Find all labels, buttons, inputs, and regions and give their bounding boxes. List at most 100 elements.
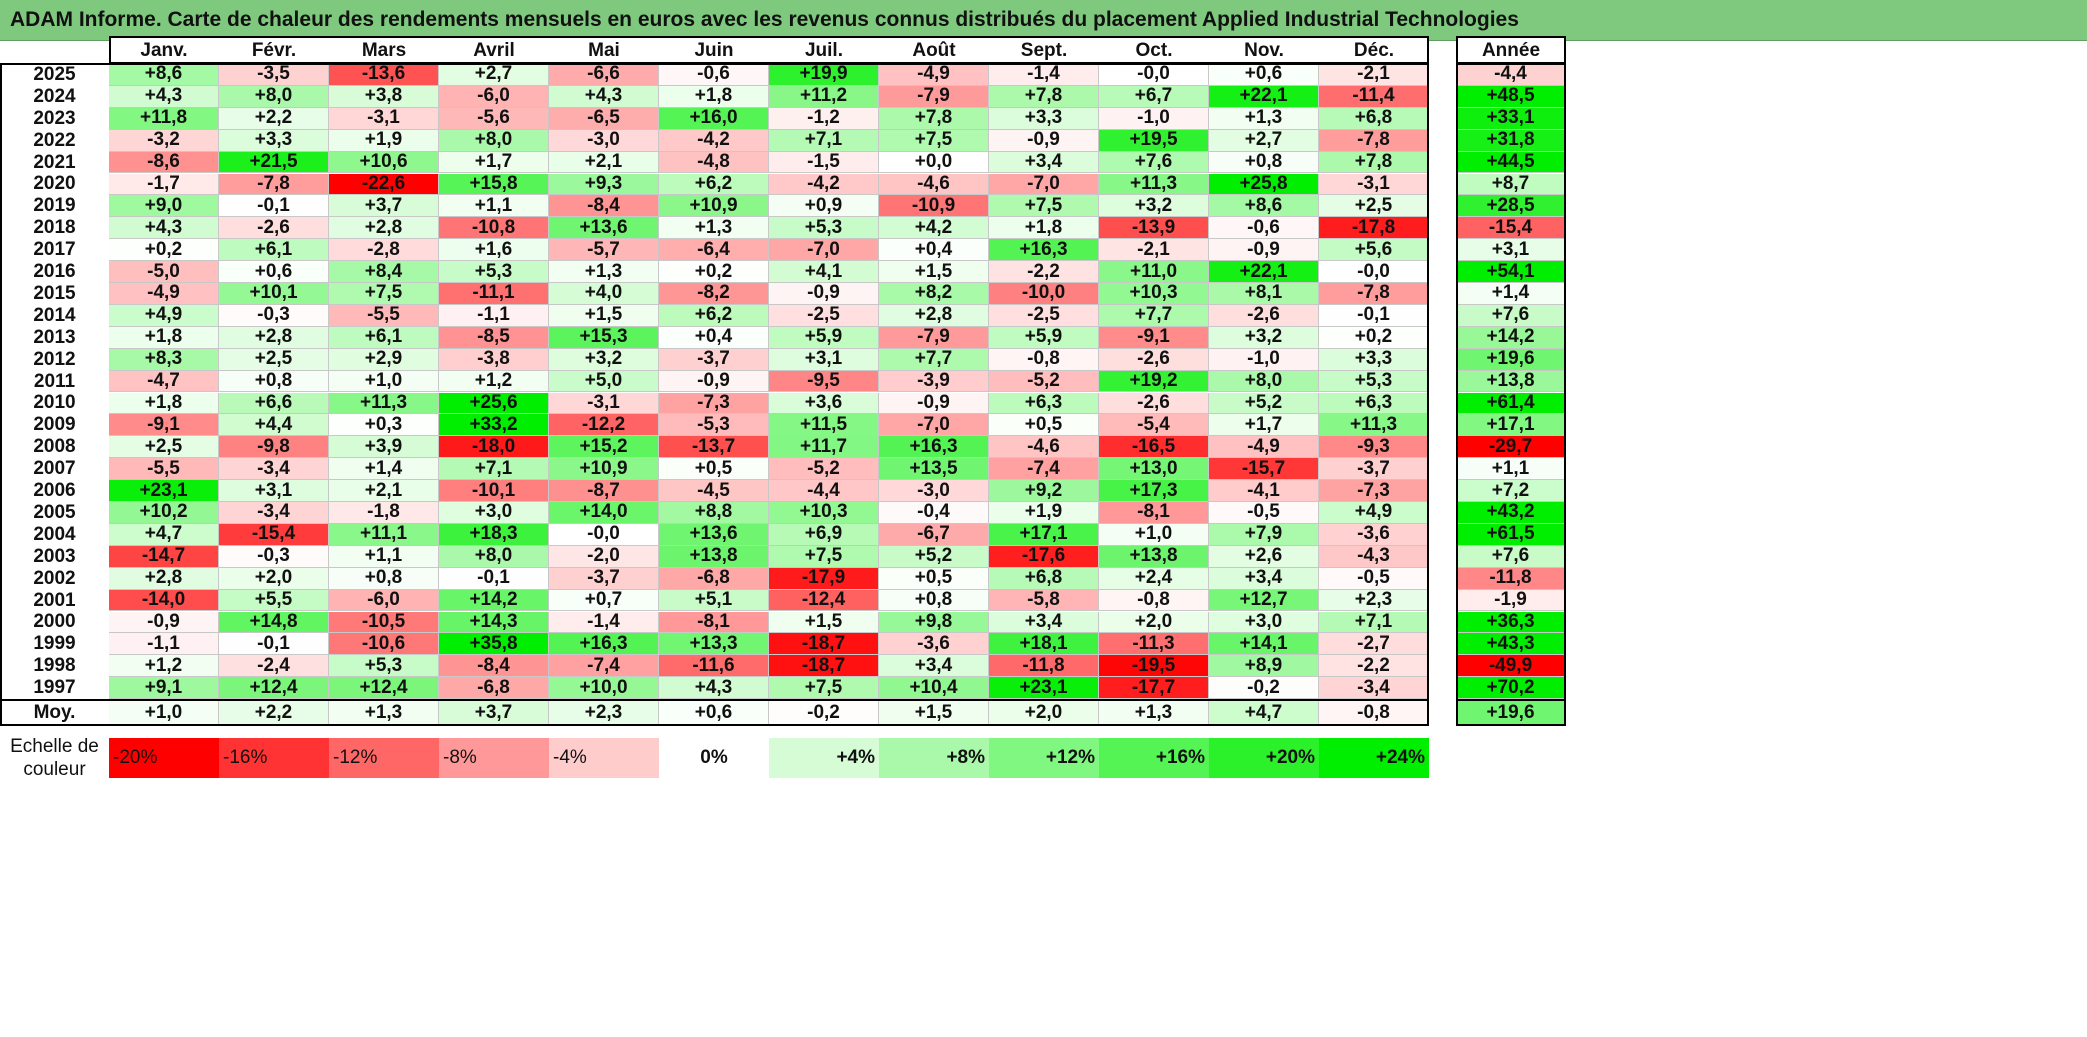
color-scale-swatch: +8% [879,738,989,778]
heatmap-cell: +1,2 [439,370,549,393]
heatmap-cell: -2,6 [219,217,329,240]
annual-cell: -15,4 [1456,217,1566,240]
heatmap-cell: -14,0 [109,589,219,612]
row-year-label: 2014 [0,304,109,327]
heatmap-cell: +10,3 [769,502,879,524]
annual-cell: +44,5 [1456,151,1566,174]
row-year-label: 2021 [0,151,109,174]
color-scale-swatch: 0% [659,738,769,778]
heatmap-cell: -7,8 [1319,283,1429,305]
row-year-label: 2003 [0,545,109,568]
heatmap-cell: -18,0 [439,436,549,459]
heatmap-cell: -8,6 [109,151,219,174]
heatmap-cell: -7,3 [659,392,769,415]
heatmap-cell: +25,6 [439,392,549,415]
heatmap-cell: +2,1 [549,151,659,174]
heatmap-cell: -0,1 [219,195,329,218]
heatmap-cell: +8,6 [109,64,219,86]
heatmap-cell: -2,2 [1319,655,1429,678]
annual-cell: +14,2 [1456,326,1566,349]
heatmap-cell: +5,6 [1319,239,1429,262]
heatmap-cell: +8,0 [219,85,329,108]
heatmap-cell: +6,7 [1099,85,1209,108]
heatmap-cell: +4,3 [549,85,659,108]
heatmap-cell: +3,4 [879,655,989,678]
heatmap-cell: +3,3 [989,107,1099,130]
heatmap-cell: +1,8 [659,85,769,108]
heatmap-cell: +11,7 [769,436,879,459]
heatmap-cell: +9,0 [109,195,219,218]
heatmap-cell: -17,9 [769,567,879,590]
heatmap-cell: +4,9 [109,304,219,327]
heatmap-cell: +8,6 [1209,195,1319,218]
color-scale-swatch: -16% [219,738,329,778]
heatmap-cell: +6,1 [219,239,329,262]
annual-cell: +31,8 [1456,129,1566,152]
heatmap-cell: +3,3 [1319,348,1429,371]
color-scale-swatch: -20% [109,738,219,778]
annual-cell: +61,5 [1456,523,1566,546]
heatmap-cell: +19,5 [1099,129,1209,152]
heatmap-cell: +7,1 [1319,611,1429,634]
heatmap-cell: -13,9 [1099,217,1209,240]
heatmap-cell: -1,5 [769,151,879,174]
heatmap-cell: +5,3 [439,261,549,283]
heatmap-cell: -7,8 [219,173,329,196]
heatmap-cell: +5,9 [769,326,879,349]
heatmap-cell: -7,3 [1319,480,1429,502]
heatmap-cell: +17,3 [1099,480,1209,502]
heatmap-cell: -3,4 [219,458,329,481]
annual-cell: +1,4 [1456,283,1566,305]
row-year-label: 2006 [0,480,109,502]
heatmap-cell: -17,8 [1319,217,1429,240]
row-year-label: 2020 [0,173,109,196]
heatmap-cell: -4,9 [879,64,989,86]
heatmap-cell: +8,9 [1209,655,1319,678]
heatmap-cell: +5,0 [549,370,659,393]
average-cell: -0,8 [1319,700,1429,726]
heatmap-cell: -5,0 [109,261,219,283]
heatmap-cell: +0,7 [549,589,659,612]
heatmap-cell: +3,4 [989,151,1099,174]
heatmap-cell: -7,0 [989,173,1099,196]
heatmap-cell: +1,8 [989,217,1099,240]
heatmap-cell: +1,3 [1209,107,1319,130]
heatmap-cell: +16,3 [989,239,1099,262]
heatmap-cell: -2,5 [769,304,879,327]
heatmap-cell: +2,5 [219,348,329,371]
heatmap-cell: -4,9 [1209,436,1319,459]
heatmap-cell: -3,4 [219,502,329,524]
heatmap-cell: -12,2 [549,414,659,437]
heatmap-cell: +0,4 [659,326,769,349]
heatmap-cell: -4,6 [879,173,989,196]
heatmap-cell: -0,3 [219,545,329,568]
average-cell: +1,5 [879,700,989,726]
color-scale-swatch: +12% [989,738,1099,778]
heatmap-cell: +0,4 [879,239,989,262]
heatmap-cell: +2,5 [109,436,219,459]
heatmap-cell: -1,0 [1209,348,1319,371]
heatmap-cell: -6,5 [549,107,659,130]
heatmap-cell: +2,8 [219,326,329,349]
row-year-label: 2005 [0,502,109,524]
heatmap-cell: +15,2 [549,436,659,459]
heatmap-cell: +15,3 [549,326,659,349]
annual-cell: +36,3 [1456,611,1566,634]
heatmap-cell: +12,7 [1209,589,1319,612]
color-scale-swatch: +20% [1209,738,1319,778]
average-cell: +3,7 [439,700,549,726]
heatmap-cell: +11,5 [769,414,879,437]
heatmap-cell: -0,0 [1099,64,1209,86]
heatmap-cell: +8,3 [109,348,219,371]
heatmap-cell: +1,7 [439,151,549,174]
heatmap-cell: -15,7 [1209,458,1319,481]
annual-cell: +48,5 [1456,85,1566,108]
heatmap-cell: -2,4 [219,655,329,678]
heatmap-cell: +7,6 [1099,151,1209,174]
heatmap-cell: -9,8 [219,436,329,459]
heatmap-cell: -0,1 [1319,304,1429,327]
heatmap-cell: -0,6 [1209,217,1319,240]
row-year-label: 2002 [0,567,109,590]
row-year-label: 2023 [0,107,109,130]
heatmap-cell: +16,3 [549,633,659,656]
